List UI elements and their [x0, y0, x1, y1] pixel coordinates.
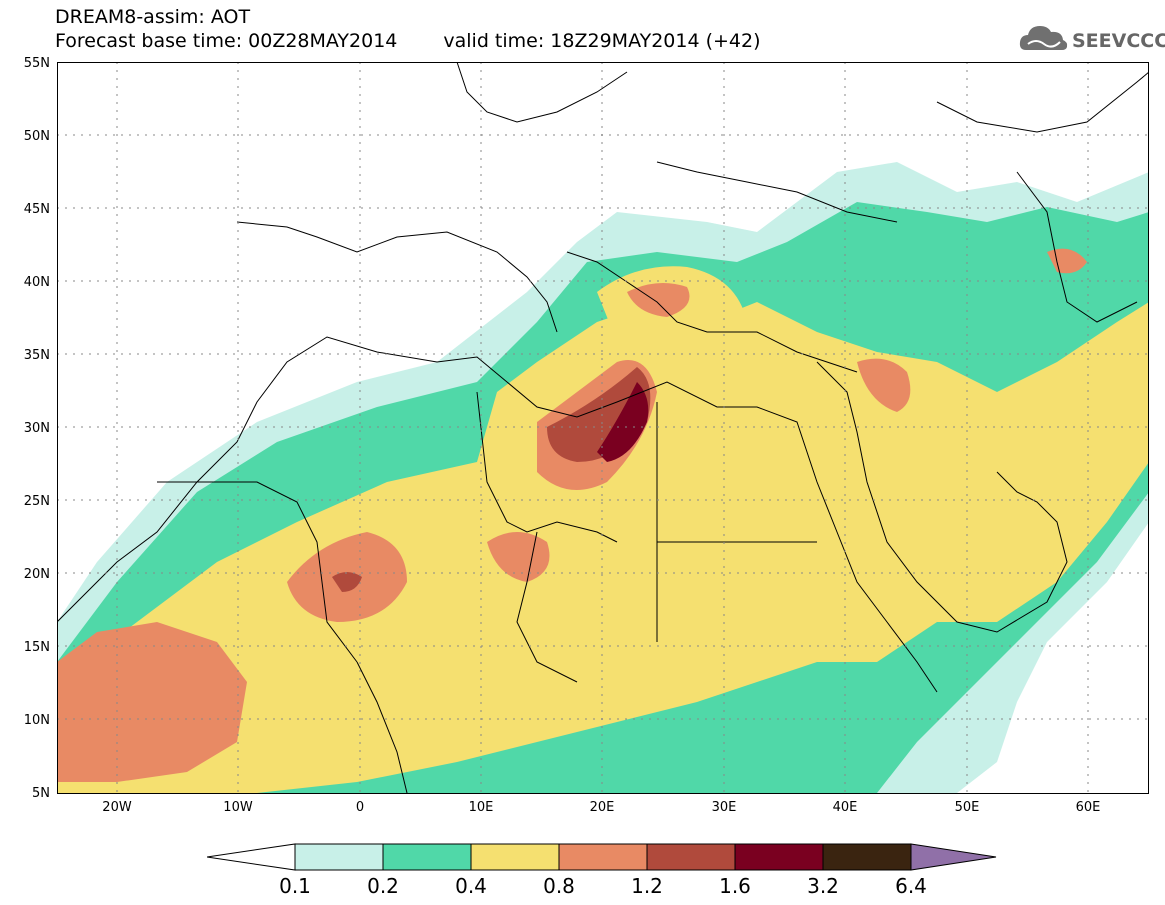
- lon-label: 0: [355, 800, 365, 815]
- lon-label: 20W: [102, 800, 132, 815]
- lat-label: 30N: [23, 421, 50, 436]
- base-time: Forecast base time: 00Z28MAY2014: [55, 30, 398, 52]
- aot-contour-0.8-iraq: [857, 358, 911, 412]
- lon-label: 20E: [589, 800, 615, 815]
- lat-label: 45N: [23, 202, 50, 217]
- colorbar-label: 0.8: [543, 874, 575, 898]
- aot-contour-0.8-greece: [627, 283, 690, 317]
- valid-time: valid time: 18Z29MAY2014 (+42): [443, 30, 761, 52]
- colorbar-label: 0.4: [455, 874, 487, 898]
- lon-label: 50E: [954, 800, 980, 815]
- lat-label: 25N: [23, 494, 50, 509]
- lat-label: 5N: [32, 786, 50, 801]
- colorbar: [206, 842, 997, 872]
- colorbar-underflow: [206, 843, 296, 871]
- lat-label: 50N: [23, 129, 50, 144]
- lon-label: 30E: [711, 800, 737, 815]
- lat-label: 55N: [23, 56, 50, 71]
- colorbar-label: 3.2: [807, 874, 839, 898]
- forecast-times: Forecast base time: 00Z28MAY2014 valid ti…: [55, 30, 761, 52]
- lon-label: 40E: [832, 800, 858, 815]
- graticule: [57, 62, 1149, 793]
- aot-map: [57, 62, 1149, 793]
- logo-text: SEEVCCC: [1072, 30, 1165, 52]
- colorbar-bin: [822, 843, 912, 871]
- colorbar-bin: [558, 843, 648, 871]
- colorbar-bin: [734, 843, 824, 871]
- aot-contour-0.8-chad: [487, 532, 550, 582]
- lat-label: 20N: [23, 567, 50, 582]
- colorbar-label: 0.2: [367, 874, 399, 898]
- lat-label: 35N: [23, 348, 50, 363]
- colorbar-label: 6.4: [895, 874, 927, 898]
- colorbar-label: 1.6: [719, 874, 751, 898]
- aot-contour-1.6: [597, 382, 649, 462]
- lon-label: 10W: [223, 800, 253, 815]
- colorbar-bin: [470, 843, 560, 871]
- colorbar-overflow: [910, 843, 997, 871]
- map-title: DREAM8-assim: AOT: [55, 6, 251, 28]
- aot-contour-0.8-caspian: [1047, 248, 1087, 274]
- lat-label: 15N: [23, 640, 50, 655]
- colorbar-bin: [646, 843, 736, 871]
- seevccc-logo: SEEVCCC: [1018, 20, 1165, 60]
- lon-label: 10E: [468, 800, 494, 815]
- lat-label: 10N: [23, 713, 50, 728]
- lat-label: 40N: [23, 275, 50, 290]
- aot-contour-0.8-west: [57, 622, 247, 782]
- cloud-icon: [1019, 26, 1068, 50]
- colorbar-bin: [294, 843, 384, 871]
- aot-contour-1.2-sahel: [332, 572, 362, 592]
- lon-label: 60E: [1075, 800, 1101, 815]
- aot-contour-0.4: [57, 302, 1149, 793]
- coastlines: [57, 62, 1149, 793]
- colorbar-bin: [382, 843, 472, 871]
- colorbar-label: 1.2: [631, 874, 663, 898]
- colorbar-label: 0.1: [279, 874, 311, 898]
